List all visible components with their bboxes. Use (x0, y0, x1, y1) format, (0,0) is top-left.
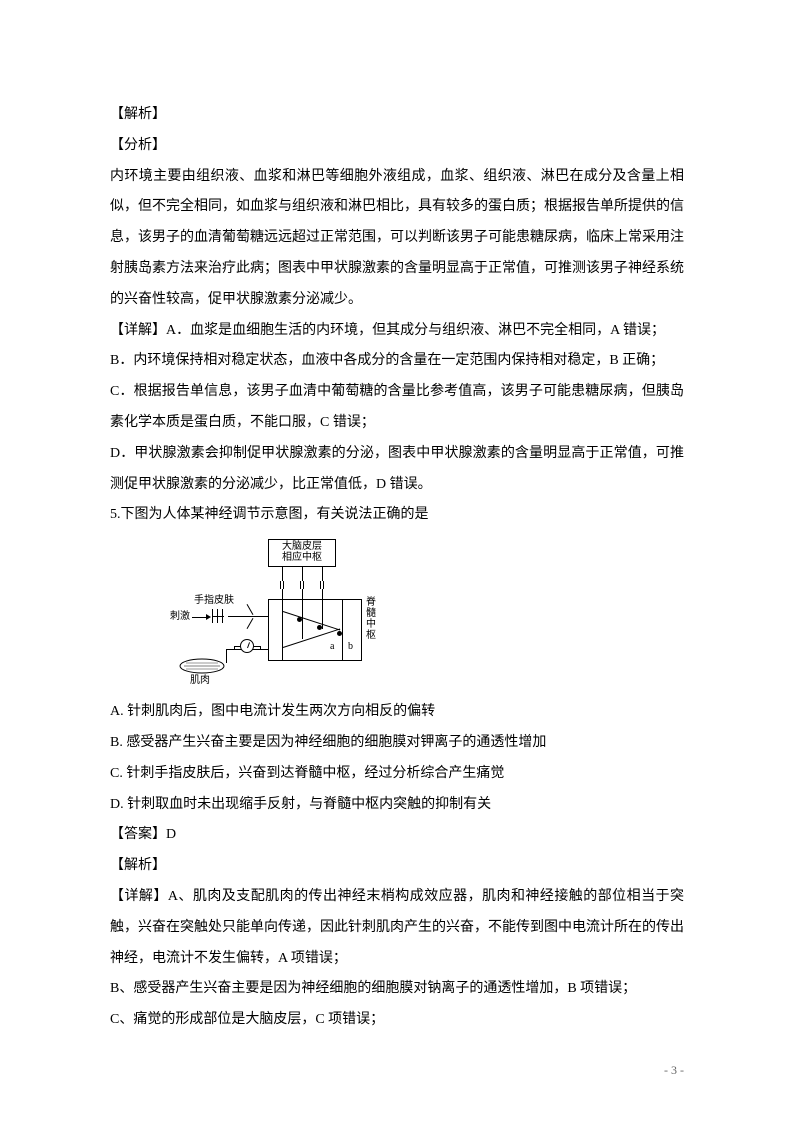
muscle-label: 肌肉 (190, 675, 210, 686)
detail-c: C．根据报告单信息，该男子血清中葡萄糖的含量比参考值高，该男子可能患糖尿病，但胰… (110, 377, 684, 439)
detail-a: 【详解】A．血浆是血细胞生活的内环境，但其成分与组织液、淋巴不完全相同，A 错误… (110, 316, 684, 347)
nerve-diagram: 大脑皮层 相应中枢 脊髓中枢 a b 刺激 手指皮肤 (170, 539, 430, 689)
analysis-heading: 【解析】 (110, 100, 684, 131)
option-a: A. 针刺肌肉后，图中电流计发生两次方向相反的偏转 (110, 697, 684, 728)
paragraph-background: 内环境主要由组织液、血浆和淋巴等细胞外液组成，血浆、组织液、淋巴在成分及含量上相… (110, 162, 684, 316)
option-c: C. 针刺手指皮肤后，兴奋到达脊髓中枢，经过分析综合产生痛觉 (110, 759, 684, 790)
label-a: a (330, 641, 334, 652)
label-b: b (348, 641, 353, 652)
detail-b2: B、感受器产生兴奋主要是因为神经细胞的细胞膜对钠离子的通透性增加，B 项错误； (110, 974, 684, 1005)
detail-a2: 【详解】A、肌肉及支配肌肉的传出神经末梢构成效应器，肌肉和神经接触的部位相当于突… (110, 882, 684, 974)
muscle-icon (178, 657, 226, 675)
detail-b: B．内环境保持相对稳定状态，血液中各成分的含量在一定范围内保持相对稳定，B 正确… (110, 346, 684, 377)
option-b: B. 感受器产生兴奋主要是因为神经细胞的细胞膜对钾离子的通透性增加 (110, 728, 684, 759)
option-d: D. 针刺取血时未出现缩手反射，与脊髓中枢内突触的抑制有关 (110, 790, 684, 821)
brain-cortex-l1: 大脑皮层 (282, 541, 322, 552)
detail-c2: C、痛觉的形成部位是大脑皮层，C 项错误； (110, 1005, 684, 1036)
brain-cortex-box: 大脑皮层 相应中枢 (268, 539, 336, 567)
galvanometer-icon (240, 639, 254, 653)
detail-d: D．甲状腺激素会抑制促甲状腺激素的分泌，图表中甲状腺激素的含量明显高于正常值，可… (110, 439, 684, 501)
spinal-label: 脊髓中枢 (366, 597, 380, 641)
page-number: - 3 - (664, 1057, 684, 1083)
stimulus-label: 刺激 (170, 611, 190, 622)
analysis-heading-2: 【解析】 (110, 851, 684, 882)
brain-cortex-l2: 相应中枢 (282, 552, 322, 563)
breakdown-heading: 【分析】 (110, 131, 684, 162)
answer: 【答案】D (110, 820, 684, 851)
question-5: 5.下图为人体某神经调节示意图，有关说法正确的是 (110, 500, 684, 531)
finger-skin-label: 手指皮肤 (194, 595, 234, 606)
